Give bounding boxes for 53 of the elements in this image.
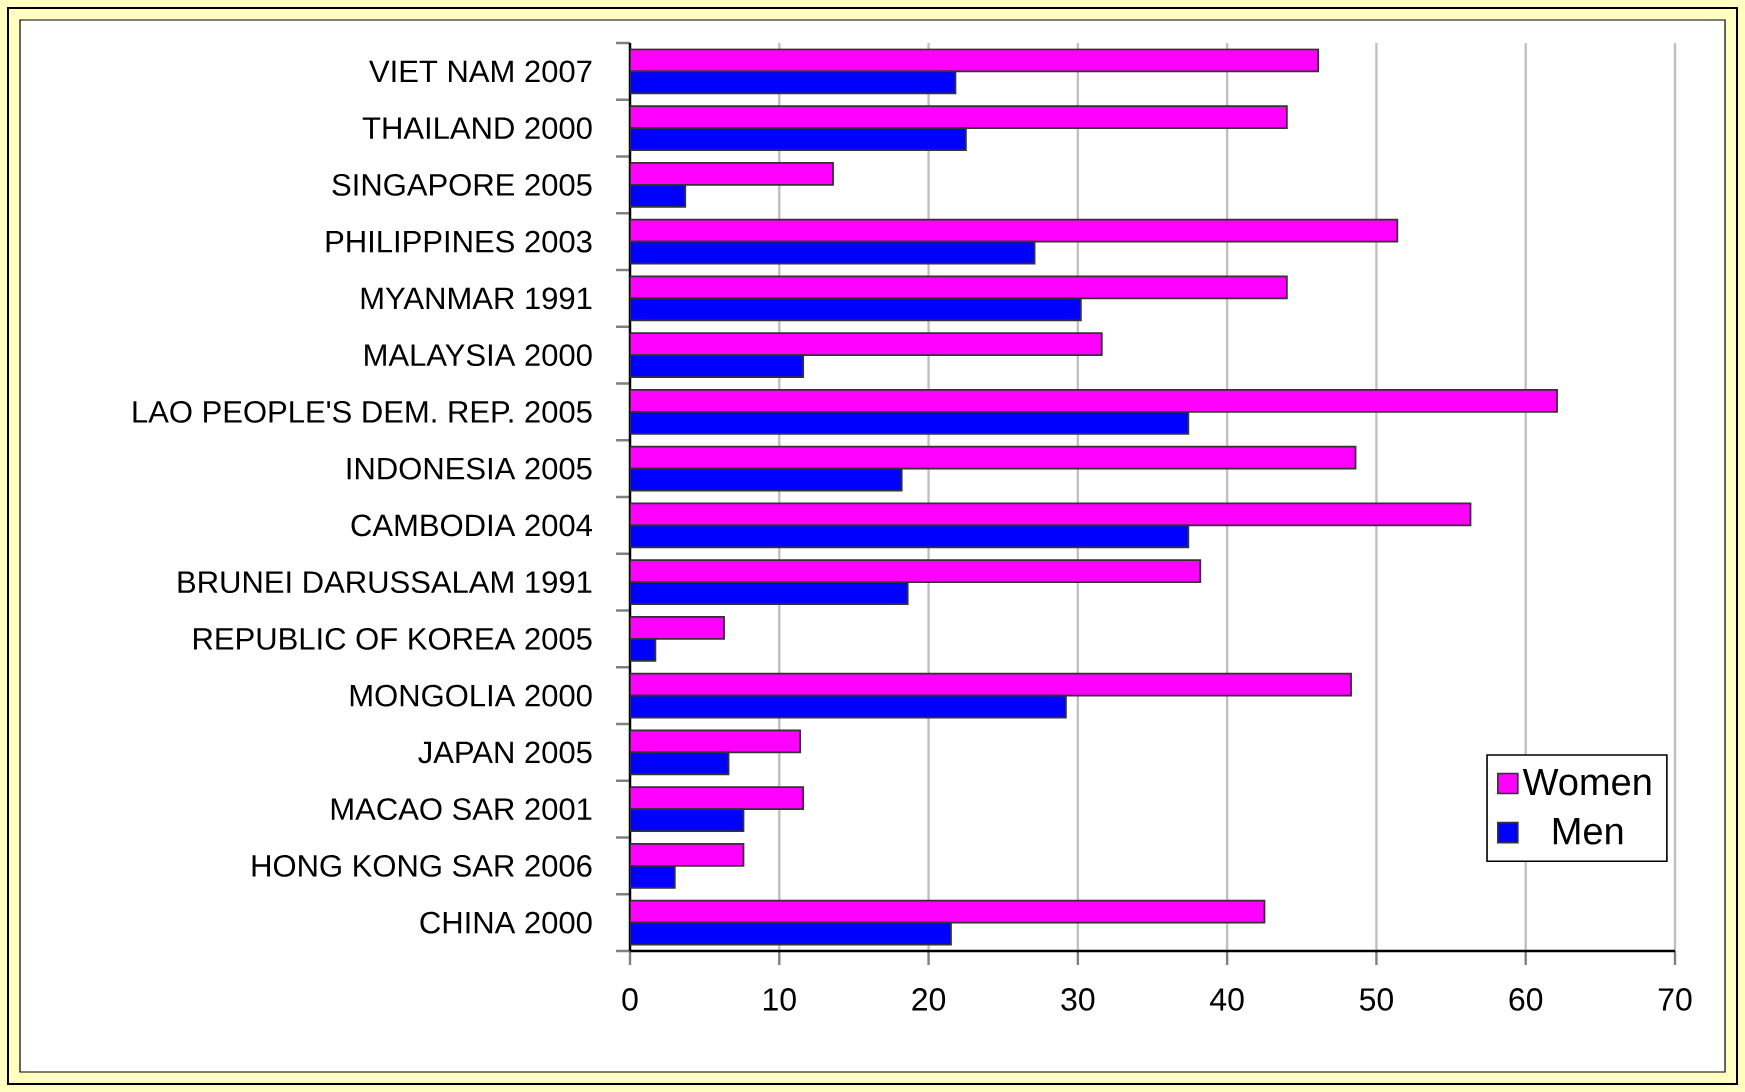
y-tick-label: HONG KONG SAR 2006 bbox=[252, 854, 592, 877]
bar bbox=[630, 127, 967, 152]
bar bbox=[630, 48, 1320, 73]
bar bbox=[630, 332, 1103, 357]
y-tick-label: MYANMAR 1991 bbox=[361, 287, 592, 310]
bar bbox=[630, 502, 1472, 527]
y-tick-label: CHINA 2000 bbox=[420, 911, 592, 934]
x-tick-label: 30 bbox=[1061, 988, 1095, 1011]
y-tick-label: SINGAPORE 2005 bbox=[332, 173, 592, 196]
y-tick-label: JAPAN 2005 bbox=[418, 741, 592, 764]
legend-label: Women bbox=[1522, 768, 1651, 796]
y-tick-label: REPUBLIC OF KOREA 2005 bbox=[194, 627, 592, 650]
y-tick-label: MONGOLIA 2000 bbox=[350, 684, 592, 707]
bar bbox=[630, 105, 1288, 130]
bar bbox=[630, 808, 745, 833]
bar bbox=[630, 388, 1558, 413]
x-tick-label: 40 bbox=[1210, 988, 1244, 1011]
bar bbox=[630, 161, 834, 186]
legend-label: Men bbox=[1553, 818, 1623, 845]
y-tick-label: LAO PEOPLE'S DEM. REP. 2005 bbox=[133, 400, 592, 423]
bar bbox=[630, 218, 1399, 243]
bar bbox=[630, 921, 952, 946]
bar bbox=[630, 354, 805, 379]
y-tick-label: MALAYSIA 2000 bbox=[365, 344, 592, 367]
bar bbox=[630, 786, 805, 811]
bar bbox=[630, 70, 957, 95]
bar bbox=[630, 672, 1352, 697]
bar bbox=[630, 581, 909, 606]
bar bbox=[630, 467, 903, 492]
bar bbox=[630, 729, 802, 754]
bar bbox=[630, 559, 1202, 584]
x-tick-label: 20 bbox=[912, 988, 946, 1011]
x-tick-label: 50 bbox=[1359, 988, 1393, 1011]
y-tick-label: CAMBODIA 2004 bbox=[351, 514, 592, 537]
y-tick-label: MACAO SAR 2001 bbox=[331, 798, 592, 821]
y-tick-label: THAILAND 2000 bbox=[362, 117, 592, 140]
bar bbox=[630, 842, 745, 867]
bar bbox=[630, 694, 1067, 719]
y-tick-label: BRUNEI DARUSSALAM 1991 bbox=[178, 571, 592, 594]
bar bbox=[630, 410, 1190, 435]
x-tick-label: 70 bbox=[1658, 988, 1692, 1011]
x-tick-label: 0 bbox=[622, 988, 638, 1011]
bar bbox=[630, 275, 1288, 300]
y-tick-label: VIET NAM 2007 bbox=[369, 60, 592, 83]
y-tick-label: INDONESIA 2005 bbox=[347, 457, 592, 480]
bar bbox=[630, 445, 1357, 470]
bar bbox=[630, 297, 1082, 322]
bar bbox=[630, 240, 1036, 265]
y-tick-label: PHILIPPINES 2003 bbox=[326, 230, 592, 253]
bar bbox=[630, 524, 1190, 549]
x-tick-label: 60 bbox=[1509, 988, 1543, 1011]
bar bbox=[630, 899, 1266, 924]
x-tick-label: 10 bbox=[763, 988, 796, 1011]
